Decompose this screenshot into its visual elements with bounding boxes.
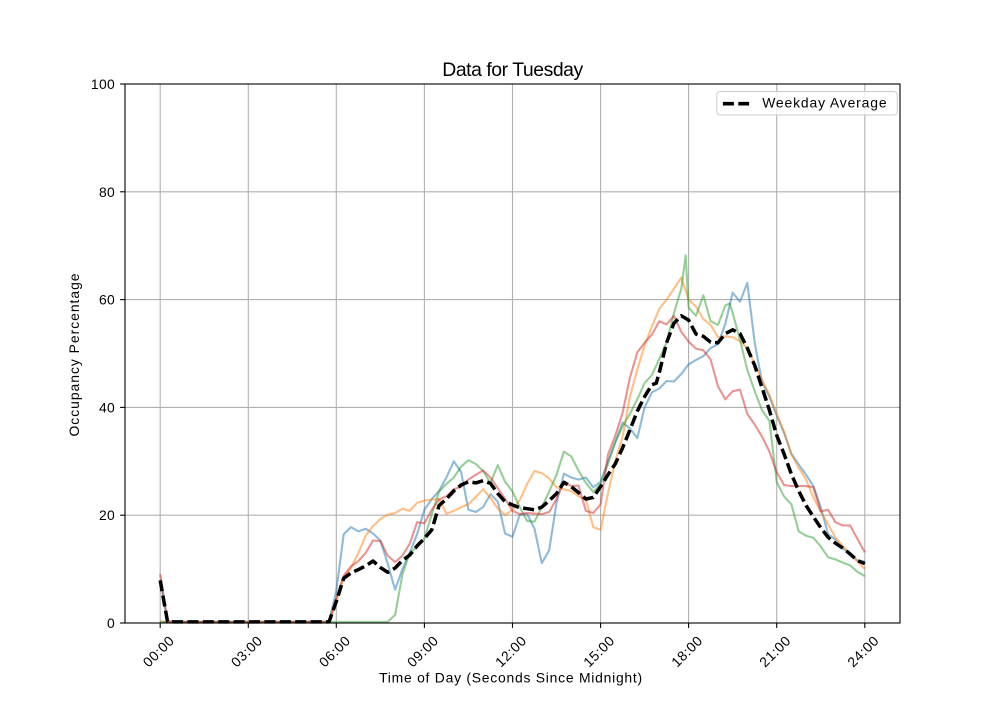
svg-text:0: 0	[107, 615, 115, 631]
svg-text:Time of Day (Seconds Since Mid: Time of Day (Seconds Since Midnight)	[379, 670, 643, 686]
svg-text:100: 100	[91, 76, 115, 92]
svg-text:80: 80	[99, 184, 115, 200]
svg-text:Weekday Average: Weekday Average	[762, 95, 887, 111]
svg-text:Occupancy Percentage: Occupancy Percentage	[66, 273, 82, 437]
svg-text:Data for Tuesday: Data for Tuesday	[442, 59, 583, 81]
svg-text:60: 60	[99, 292, 115, 308]
svg-text:40: 40	[99, 399, 115, 415]
svg-text:20: 20	[99, 507, 115, 523]
